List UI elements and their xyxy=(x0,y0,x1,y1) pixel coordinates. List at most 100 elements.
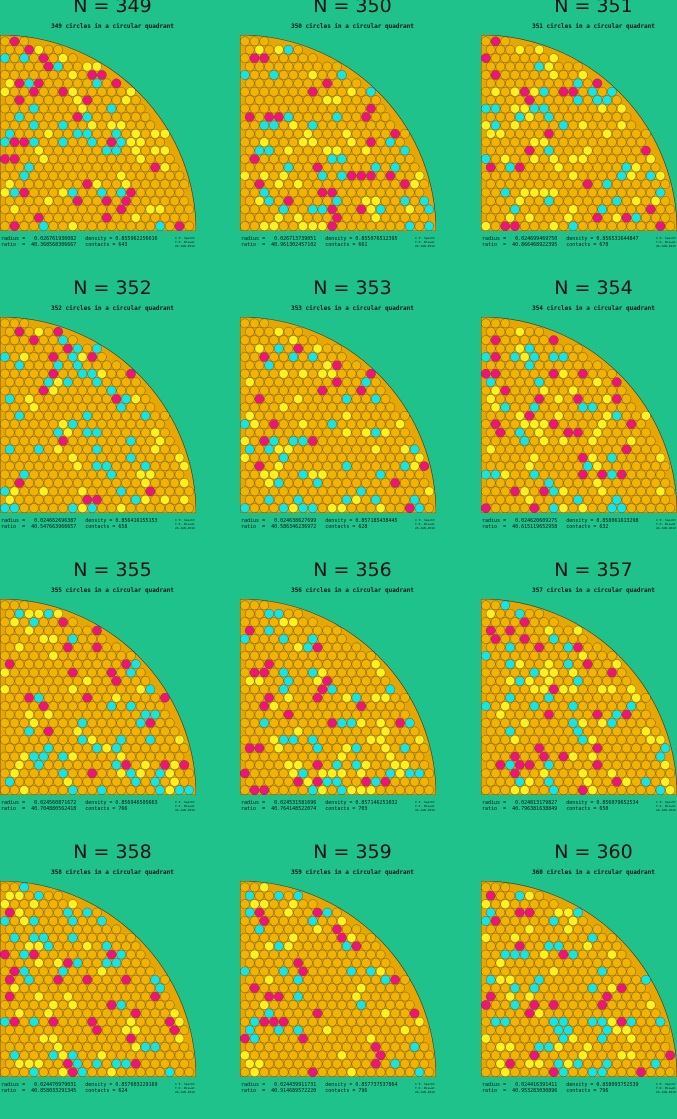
packed-circle xyxy=(150,726,160,737)
packed-circle xyxy=(87,503,97,513)
packed-circle xyxy=(87,1016,97,1027)
packed-circle xyxy=(24,162,34,173)
packed-circle xyxy=(72,1008,83,1019)
packed-circle xyxy=(179,1025,190,1035)
packed-circle xyxy=(597,785,608,795)
packed-circle xyxy=(87,768,97,779)
packed-circle xyxy=(58,436,68,446)
packed-circle xyxy=(121,760,131,770)
packed-circle xyxy=(490,966,501,977)
packed-circle xyxy=(626,503,637,513)
packed-circle xyxy=(240,966,250,977)
packed-circle xyxy=(126,469,136,480)
packed-circle xyxy=(160,128,170,139)
packed-circle xyxy=(67,650,78,661)
packed-circle xyxy=(563,145,574,156)
packed-circle xyxy=(145,137,156,147)
packed-circle xyxy=(298,1067,308,1077)
packed-circle xyxy=(534,760,544,770)
packed-circle xyxy=(505,494,515,505)
packed-circle xyxy=(390,494,400,505)
packed-circle xyxy=(126,785,136,795)
packed-circle xyxy=(558,419,569,429)
packed-circle xyxy=(317,684,328,695)
packed-circle xyxy=(485,78,496,89)
packed-circle xyxy=(259,667,270,678)
packed-circle xyxy=(361,444,371,455)
packed-circle xyxy=(390,410,400,421)
packed-circle xyxy=(278,634,289,644)
packed-circle xyxy=(106,486,117,497)
packed-circle xyxy=(298,785,308,795)
packed-circle xyxy=(631,145,641,156)
packed-circle xyxy=(293,162,303,173)
packed-circle xyxy=(264,478,274,488)
packed-circle xyxy=(317,949,328,960)
packed-circle xyxy=(264,1042,274,1052)
packed-circle xyxy=(63,776,73,787)
packed-circle xyxy=(322,112,333,122)
packed-circle xyxy=(150,1058,160,1069)
packed-circle xyxy=(9,385,20,396)
packed-circle xyxy=(519,187,530,198)
packed-circle xyxy=(77,966,88,977)
packed-circle xyxy=(641,212,651,223)
packed-circle xyxy=(346,949,357,960)
packed-circle xyxy=(636,221,646,231)
packed-circle xyxy=(510,949,520,960)
packed-circle xyxy=(24,461,34,471)
packed-circle xyxy=(82,1008,93,1019)
packed-circle xyxy=(578,650,588,661)
packed-circle xyxy=(371,991,381,1002)
packed-circle xyxy=(34,991,44,1002)
packed-circle xyxy=(519,419,530,429)
packed-circle xyxy=(558,204,569,215)
packed-circle xyxy=(97,650,107,661)
packed-circle xyxy=(293,410,303,421)
packed-circle xyxy=(53,608,63,619)
packed-circle xyxy=(77,221,88,231)
packed-circle xyxy=(481,452,491,463)
packed-circle xyxy=(332,1008,342,1019)
packed-circle xyxy=(63,95,73,105)
packed-circle xyxy=(510,1000,520,1010)
packed-circle xyxy=(19,650,30,661)
packed-circle xyxy=(371,128,381,139)
packed-circle xyxy=(366,86,376,97)
packed-circle xyxy=(510,966,520,977)
packed-circle xyxy=(67,352,78,362)
packed-circle xyxy=(616,137,627,147)
packed-circle xyxy=(34,410,44,421)
packed-circle xyxy=(317,966,328,977)
packed-circle xyxy=(58,402,68,413)
packed-circle xyxy=(19,899,30,909)
packed-circle xyxy=(351,112,362,122)
packed-circle xyxy=(254,1025,265,1035)
packed-circle xyxy=(293,625,303,636)
packed-circle xyxy=(380,1025,391,1035)
packed-circle xyxy=(534,941,544,951)
packed-circle xyxy=(14,1025,25,1035)
packed-circle xyxy=(38,1050,49,1061)
packed-circle xyxy=(87,701,97,711)
packed-circle xyxy=(29,486,39,497)
packed-circle xyxy=(558,137,569,147)
packed-circle xyxy=(636,1033,646,1044)
packed-circle xyxy=(592,1008,603,1019)
packed-circle xyxy=(283,377,294,387)
packed-circle xyxy=(327,187,337,198)
packed-circle xyxy=(298,1000,308,1010)
packed-circle xyxy=(636,1016,646,1027)
packed-circle xyxy=(602,95,612,105)
packed-circle xyxy=(145,503,156,513)
packed-circle xyxy=(278,718,289,728)
packed-circle xyxy=(240,634,250,644)
packed-circle xyxy=(356,1033,367,1044)
packed-circle xyxy=(274,743,284,753)
packed-circle xyxy=(548,221,559,231)
packed-circle xyxy=(19,436,30,446)
packed-circle xyxy=(424,768,434,779)
packed-circle xyxy=(278,204,289,215)
packed-circle xyxy=(341,196,352,206)
packed-circle xyxy=(505,61,515,72)
